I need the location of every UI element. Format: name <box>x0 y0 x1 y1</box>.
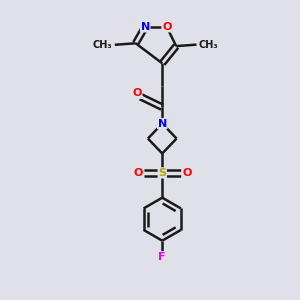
Text: O: O <box>162 22 171 32</box>
Text: CH₃: CH₃ <box>93 40 112 50</box>
Text: N: N <box>141 22 150 32</box>
Text: O: O <box>133 168 142 178</box>
Text: O: O <box>133 88 142 98</box>
Text: O: O <box>182 168 191 178</box>
Text: F: F <box>158 252 166 262</box>
Text: S: S <box>158 168 166 178</box>
Text: CH₃: CH₃ <box>199 40 218 50</box>
Text: N: N <box>158 118 167 129</box>
